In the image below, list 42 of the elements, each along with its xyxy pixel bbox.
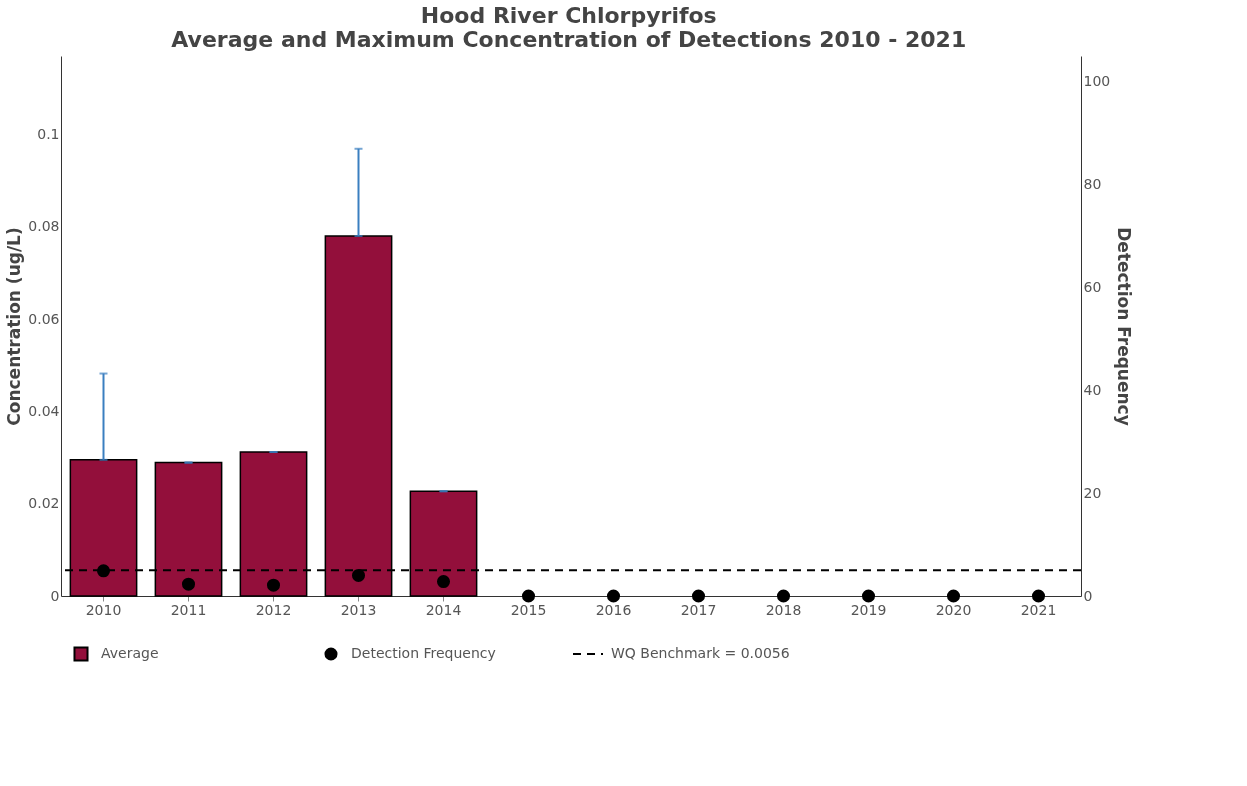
y2-tick-label: 0 [1083,587,1093,604]
legend-label: Detection Frequency [351,645,496,661]
point [606,589,621,603]
y-axis-title: Concentration (ug/L) [4,227,25,426]
y-tick-label: 0.1 [37,125,60,142]
point [1031,589,1046,603]
y-tick-label: 0.02 [28,495,60,512]
legend-label: WQ Benchmark = 0.0056 [611,645,790,661]
y2-tick-label: 20 [1083,484,1102,501]
x-tick-label: 2016 [595,601,632,618]
x-tick-label: 2011 [170,601,207,618]
point [181,577,196,591]
y2-tick-label: 100 [1083,73,1111,90]
x-tick-label: 2014 [425,601,462,618]
chart-title: Hood River Chlorpyrifos Average and Maximum Concentration of Detections 2010 - 2021 [171,3,967,52]
point [436,575,451,589]
y-tick-label: 0.06 [28,310,60,327]
y-tick-label: 0.08 [28,218,60,235]
y2-tick-label: 80 [1083,176,1102,193]
point [266,578,281,592]
legend-label: Average [101,645,159,661]
point [521,589,536,603]
y2-axis-title: Detection Frequency [1114,227,1135,426]
y-tick-label: 0 [50,587,60,604]
point [351,568,366,582]
x-tick-label: 2020 [935,601,972,618]
x-tick-label: 2017 [680,601,717,618]
x-tick-label: 2010 [85,601,122,618]
x-tick-label: 2015 [510,601,547,618]
x-tick-label: 2021 [1020,601,1057,618]
y2-tick-label: 40 [1083,381,1102,398]
point [776,589,791,603]
point [691,589,706,603]
point [861,589,876,603]
x-tick-label: 2013 [340,601,377,618]
x-tick-label: 2018 [765,601,802,618]
y-tick-label: 0.04 [28,402,60,419]
x-tick-label: 2012 [255,601,292,618]
x-tick-label: 2019 [850,601,887,618]
y2-tick-label: 60 [1083,278,1102,295]
point [946,589,961,603]
point [96,564,111,578]
